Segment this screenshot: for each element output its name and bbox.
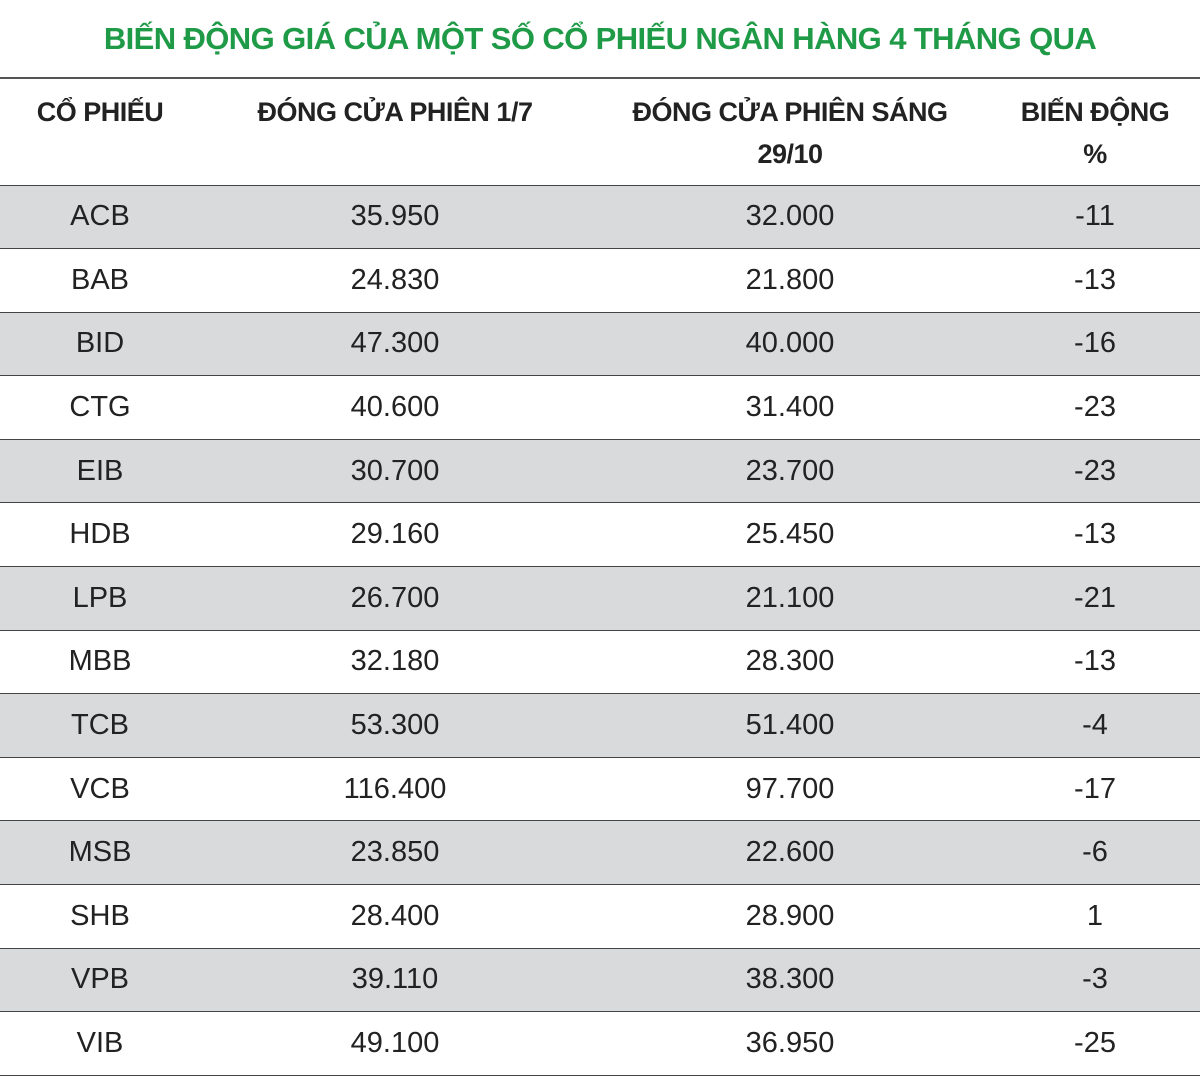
table-row: VIB 49.100 36.950 -25 [0,1011,1200,1076]
table-cell: CTG [0,375,200,440]
table-cell: LPB [0,566,200,631]
table-row: TCB 53.300 51.400 -4 [0,693,1200,758]
table-cell: -11 [990,184,1200,249]
table-cell: -17 [990,756,1200,821]
table-cell: -21 [990,566,1200,631]
table-cell: -13 [990,248,1200,313]
table-row: SHB 28.400 28.900 1 [0,884,1200,949]
table-cell: 49.100 [200,1011,590,1076]
table-row: VPB 39.110 38.300 -3 [0,947,1200,1012]
table-cell: 23.700 [590,438,990,503]
table-cell: SHB [0,884,200,949]
table-cell: -13 [990,502,1200,567]
table-row: CTG 40.600 31.400 -23 [0,375,1200,440]
price-table: CỔ PHIẾU ĐÓNG CỬA PHIÊN 1/7 ĐÓNG CỬA PHIÊN… [0,79,1200,1076]
table-cell: VPB [0,947,200,1012]
table-cell: 32.180 [200,629,590,694]
table-cell: 22.600 [590,820,990,885]
table-row: EIB 30.700 23.700 -23 [0,438,1200,503]
table-cell: TCB [0,693,200,758]
table-cell: -23 [990,375,1200,440]
column-header: ĐÓNG CỬA PHIÊN SÁNG 29/10 [632,97,948,169]
table-cell: 47.300 [200,311,590,376]
table-row: VCB 116.400 97.700 -17 [0,756,1200,821]
table-cell: 53.300 [200,693,590,758]
table-cell: VCB [0,756,200,821]
table-cell: 40.000 [590,311,990,376]
table-row: LPB 26.700 21.100 -21 [0,566,1200,631]
table-cell: -23 [990,438,1200,503]
table-cell: -13 [990,629,1200,694]
table-cell: 97.700 [590,756,990,821]
table-cell: -6 [990,820,1200,885]
table-cell: 32.000 [590,184,990,249]
table-row: MBB 32.180 28.300 -13 [0,629,1200,694]
table-cell: 1 [990,884,1200,949]
column-header: ĐÓNG CỬA PHIÊN 1/7 [257,97,533,127]
table-cell: BAB [0,248,200,313]
table-cell: 23.850 [200,820,590,885]
table-cell: MBB [0,629,200,694]
table-cell: 51.400 [590,693,990,758]
table-cell: ACB [0,184,200,249]
table-cell: 25.450 [590,502,990,567]
table-cell: 40.600 [200,375,590,440]
column-header: CỔ PHIẾU [36,97,164,127]
table-cell: 35.950 [200,184,590,249]
table-cell: 39.110 [200,947,590,1012]
table-cell: -25 [990,1011,1200,1076]
table-cell: -3 [990,947,1200,1012]
table-cell: 26.700 [200,566,590,631]
table-cell: -16 [990,311,1200,376]
table-cell: 28.300 [590,629,990,694]
table-row: BID 47.300 40.000 -16 [0,311,1200,376]
table-cell: 28.400 [200,884,590,949]
table-cell: 38.300 [590,947,990,1012]
header-row: CỔ PHIẾU ĐÓNG CỬA PHIÊN 1/7 ĐÓNG CỬA PHIÊN… [0,79,1200,185]
table-cell: 21.800 [590,248,990,313]
table-cell: 30.700 [200,438,590,503]
table-row: HDB 29.160 25.450 -13 [0,502,1200,567]
table-row: BAB 24.830 21.800 -13 [0,248,1200,313]
table-cell: 21.100 [590,566,990,631]
table-cell: 31.400 [590,375,990,440]
table-cell: 28.900 [590,884,990,949]
table-row: ACB 35.950 32.000 -11 [0,184,1200,249]
title: BIẾN ĐỘNG GIÁ CỦA MỘT SỐ CỔ PHIẾU NGÂN H… [0,0,1200,79]
table-row: MSB 23.850 22.600 -6 [0,820,1200,885]
table-cell: EIB [0,438,200,503]
table-cell: HDB [0,502,200,567]
table-cell: -4 [990,693,1200,758]
table-cell: MSB [0,820,200,885]
table-cell: 29.160 [200,502,590,567]
table-body: ACB 35.950 32.000 -11 BAB 24.830 21.800 -13 BID 4… [0,184,1200,1076]
column-header: BIẾN ĐỘNG % [1020,97,1170,169]
table-cell: 24.830 [200,248,590,313]
table-cell: VIB [0,1011,200,1076]
table-cell: 116.400 [200,756,590,821]
table-cell: BID [0,311,200,376]
table-cell: 36.950 [590,1011,990,1076]
